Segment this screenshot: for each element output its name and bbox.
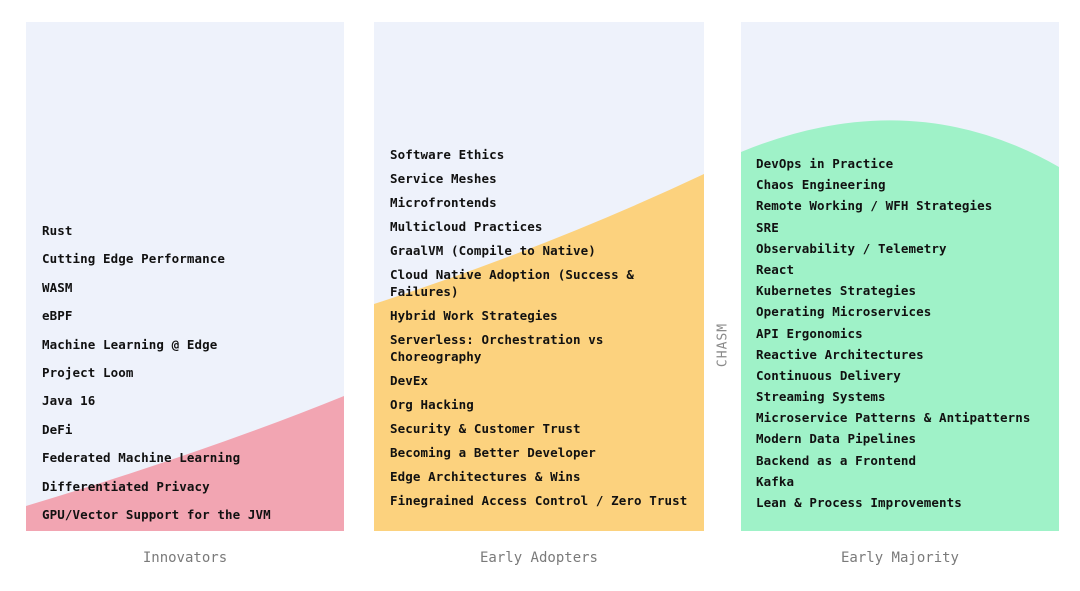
topic-item: React — [756, 261, 795, 277]
topic-item: GraalVM (Compile to Native) — [390, 243, 596, 258]
topic-item: Service Meshes — [390, 171, 497, 186]
topic-item: Edge Architectures & Wins — [390, 469, 581, 484]
innovators-curve-fill — [26, 396, 344, 531]
topic-item: Modern Data Pipelines — [756, 431, 917, 447]
topic-item: Backend as a Frontend — [756, 452, 917, 468]
topic-item: Security & Customer Trust — [390, 421, 581, 436]
topic-item: Differentiated Privacy — [42, 478, 210, 494]
topic-item: SRE — [756, 219, 779, 235]
early-majority-label: Early Majority — [840, 550, 959, 566]
topic-item: Finegrained Access Control / Zero Trust — [390, 493, 688, 508]
topic-item: Continuous Delivery — [756, 367, 901, 383]
early-adopters-label: Early Adopters — [479, 550, 598, 566]
topic-item: Microservice Patterns & Antipatterns — [756, 410, 1031, 426]
early-majority-panel — [741, 22, 1059, 531]
topic-item: Lean & Process Improvements — [756, 495, 962, 510]
early-adopters-curve — [374, 174, 704, 531]
topic-item: Cutting Edge Performance — [42, 251, 226, 267]
topic-item: Rust — [42, 223, 73, 238]
chasm-label: CHASM — [715, 322, 731, 368]
topic-item: Software Ethics — [390, 147, 505, 162]
topic-item: WASM — [42, 279, 73, 295]
topic-item: DeFi — [42, 421, 73, 437]
early-adopters-item-list: Software Ethics Service Meshes Microfronte… — [390, 146, 695, 516]
topic-item: Serverless: Orchestration vs Choreograph… — [390, 332, 604, 364]
topic-item: Hybrid Work Strategies — [390, 308, 558, 323]
innovators-item-list: Rust Cutting Edge Performance WASM eBPF Mach… — [42, 222, 332, 534]
topic-item: Operating Microservices — [756, 304, 932, 320]
topic-item: Chaos Engineering — [756, 177, 886, 193]
topic-item: Observability / Telemetry — [756, 240, 947, 256]
innovators-panel — [26, 22, 344, 531]
topic-item: Streaming Systems — [756, 389, 886, 405]
topic-item: Microfrontends — [390, 195, 497, 210]
topic-item: Remote Working / WFH Strategies — [756, 198, 993, 214]
topic-item: GPU/Vector Support for the JVM — [42, 506, 271, 522]
early-majority-item-list: DevOps in Practice Chaos Engineering Remot… — [756, 155, 1056, 515]
topic-item: Java 16 — [42, 393, 96, 409]
early-majority-curve — [741, 120, 1059, 531]
topic-item: DevEx — [390, 373, 429, 388]
topic-item: Project Loom — [42, 364, 134, 380]
topic-item: Reactive Architectures — [756, 346, 924, 362]
topic-item: Machine Learning @ Edge — [42, 336, 218, 352]
topic-item: DevOps in Practice — [756, 156, 894, 171]
early-adopters-panel — [374, 22, 704, 531]
topic-item: Multicloud Practices — [390, 219, 543, 234]
innovators-label: Innovators — [142, 550, 228, 566]
early-majority-curve-fill — [741, 120, 1059, 531]
topic-item: API Ergonomics — [756, 325, 863, 341]
topic-item: eBPF — [42, 308, 73, 324]
topic-item: Becoming a Better Developer — [390, 445, 596, 460]
innovators-curve — [26, 396, 344, 531]
topic-item: Org Hacking — [390, 397, 474, 412]
topic-item: Kafka — [756, 473, 795, 489]
topic-item: Kubernetes Strategies — [756, 283, 917, 299]
early-adopters-curve-fill — [374, 174, 704, 531]
topic-item: Federated Machine Learning — [42, 450, 241, 466]
topic-item: Cloud Native Adoption (Success & Failure… — [390, 267, 635, 299]
